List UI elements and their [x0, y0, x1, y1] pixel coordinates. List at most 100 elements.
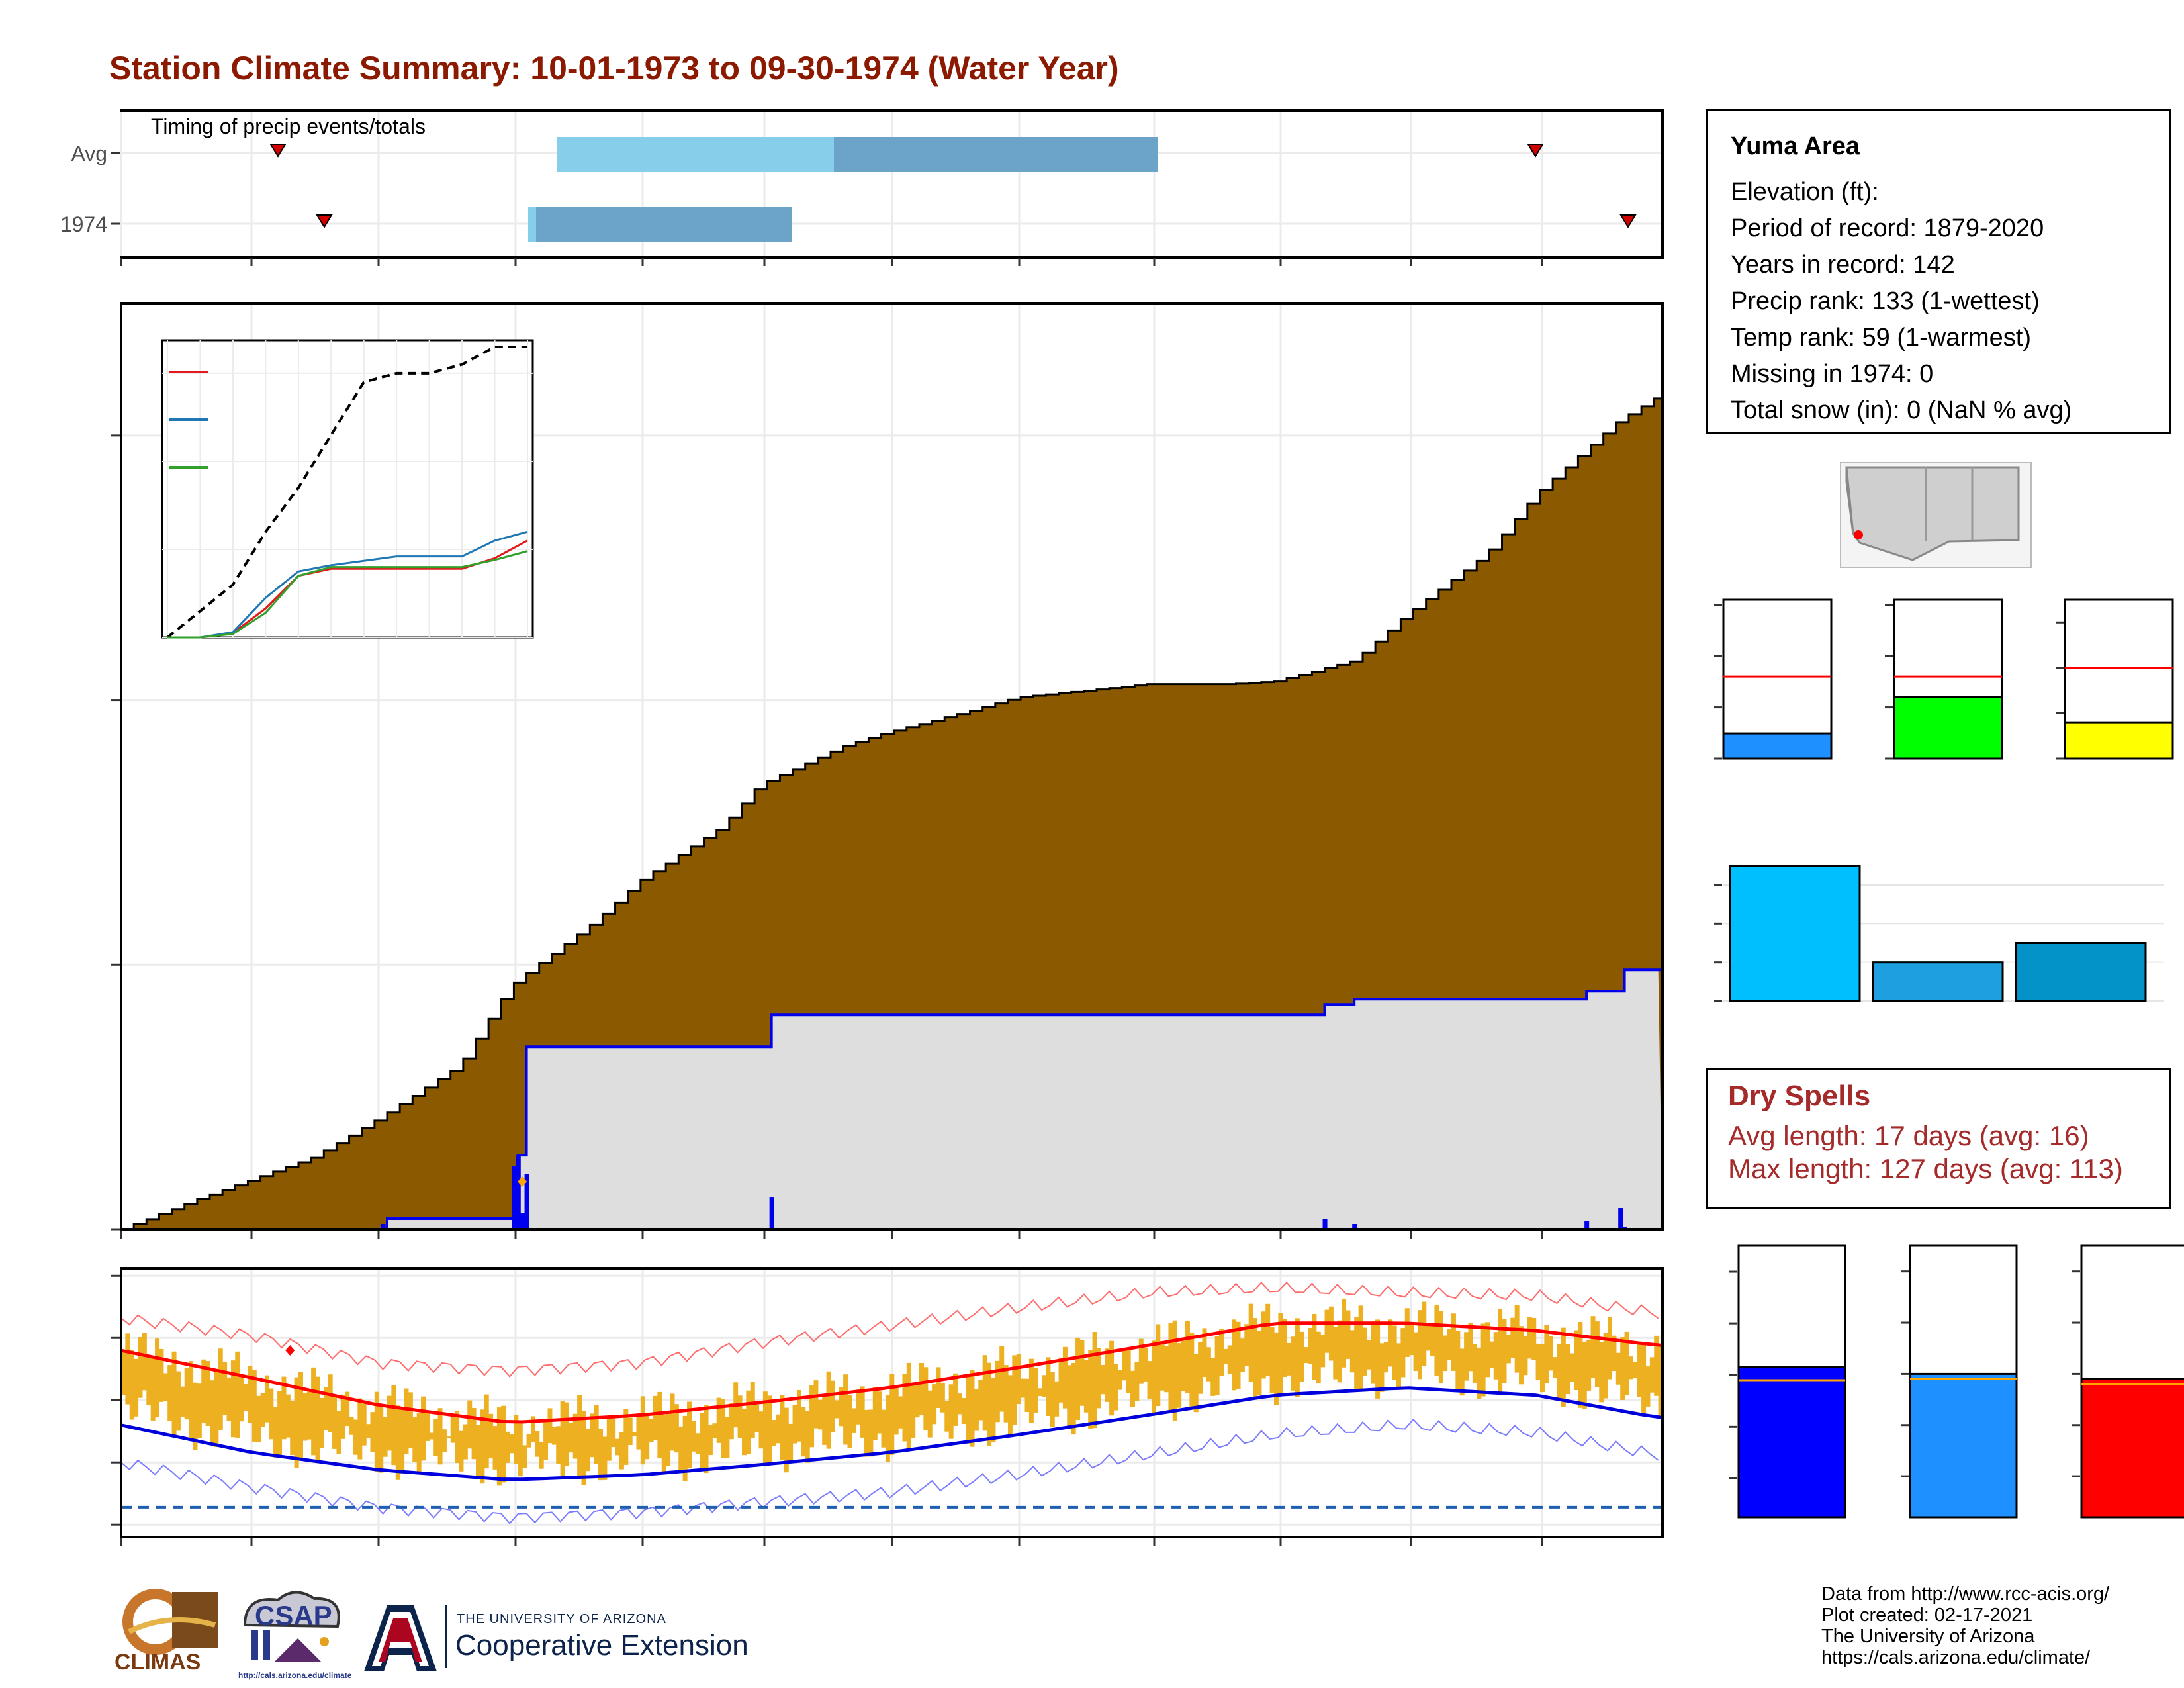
daily-temp-bar	[1637, 1341, 1642, 1397]
daily-temp-bar	[1557, 1343, 1562, 1399]
daily-temp-bar	[1633, 1362, 1638, 1378]
daily-temp-bar	[860, 1386, 865, 1438]
mini-bar-t-mean	[1901, 1244, 2018, 1519]
daily-temp-bar	[585, 1429, 590, 1472]
daily-temp-bar	[1658, 1346, 1663, 1417]
daily-temp-bar	[902, 1374, 907, 1442]
daily-temp-bar	[1126, 1350, 1131, 1393]
daily-temp-bar	[645, 1412, 650, 1460]
temperature-bar-charts	[1729, 1244, 2184, 1519]
daily-temp-bar	[1388, 1319, 1393, 1367]
daily-temp-bar	[1654, 1335, 1659, 1396]
daily-temp-bar	[1092, 1332, 1097, 1429]
daily-temp-bar	[1561, 1327, 1566, 1407]
daily-temp-bar	[1649, 1357, 1655, 1393]
daily-temp-bar	[505, 1431, 510, 1463]
inset-series-line	[167, 530, 528, 639]
daily-temp-bar	[872, 1387, 878, 1440]
daily-temp-bar	[1498, 1309, 1503, 1392]
precip-chart	[111, 302, 1664, 1239]
daily-temp-bar	[1101, 1364, 1106, 1395]
daily-temp-bar	[1122, 1348, 1127, 1381]
daily-temp-bar	[885, 1395, 890, 1462]
daily-temp-bar	[1392, 1325, 1397, 1380]
daily-temp-bar	[1079, 1340, 1085, 1406]
record-low-line	[120, 1418, 1659, 1524]
daily-temp-bar	[1206, 1347, 1211, 1382]
daily-temp-bar	[1177, 1343, 1182, 1408]
daily-temp-bar	[1375, 1319, 1381, 1399]
daily-temp-bar	[121, 1350, 126, 1395]
daily-temp-bar	[1071, 1363, 1076, 1435]
daily-temp-bar	[1430, 1325, 1435, 1356]
daily-temp-bar	[1367, 1340, 1372, 1370]
daily-temp-bar	[1535, 1343, 1541, 1380]
daily-temp-bar	[1312, 1313, 1317, 1380]
daily-temp-bar	[319, 1397, 324, 1448]
daily-temp-bar	[953, 1373, 958, 1426]
logo-bar: CLIMAS CSAP http://cals.arizona.edu/clim…	[106, 1585, 768, 1685]
daily-temp-bar	[1096, 1348, 1101, 1409]
daily-temp-bar	[1151, 1340, 1156, 1414]
daily-temp-bar	[1113, 1364, 1118, 1411]
daily-temp-bar	[1400, 1328, 1406, 1378]
daily-temp-bar	[1493, 1332, 1498, 1380]
daily-temp-bar	[687, 1401, 692, 1469]
daily-temp-bar	[1612, 1335, 1617, 1372]
csap-text: CSAP	[255, 1600, 332, 1631]
daily-temp-bar	[1337, 1320, 1342, 1383]
daily-temp-bar	[1007, 1375, 1013, 1434]
daily-temp-bar	[488, 1413, 494, 1458]
daily-temp-bar	[357, 1398, 363, 1460]
daily-temp-bar	[982, 1355, 987, 1431]
daily-temp-bar	[496, 1407, 502, 1486]
daily-temp-bar	[649, 1419, 654, 1442]
daily-temp-bar	[826, 1371, 831, 1449]
daily-temp-bar	[889, 1374, 895, 1455]
daily-temp-bar	[1278, 1313, 1283, 1395]
year-cumulative-area	[121, 970, 1662, 1229]
daily-temp-bar	[1349, 1330, 1355, 1373]
location-map	[1840, 462, 2032, 568]
daily-temp-bar	[1037, 1388, 1042, 1397]
daily-temp-bar	[741, 1409, 747, 1456]
daily-temp-bar	[936, 1367, 941, 1408]
daily-temp-bar	[822, 1393, 827, 1445]
daily-temp-bar	[602, 1436, 608, 1480]
timing-row-label: 1974	[60, 212, 107, 236]
daily-temp-bar	[1067, 1365, 1072, 1429]
daily-temp-bar	[856, 1389, 861, 1425]
timing-title: Timing of precip events/totals	[151, 115, 426, 138]
station-info-box: Yuma Area Elevation (ft): Period of recor…	[1706, 109, 2171, 434]
daily-temp-bar	[851, 1408, 856, 1433]
daily-temp-bar	[1544, 1325, 1549, 1383]
daily-temp-bar	[1295, 1318, 1300, 1397]
daily-temp-bar	[1189, 1332, 1195, 1409]
daily-temp-bar	[340, 1394, 345, 1439]
daily-temp-bar	[171, 1351, 177, 1437]
daily-temp-bar	[1459, 1348, 1465, 1396]
daily-temp-bar	[446, 1436, 451, 1438]
daily-temp-bar	[1168, 1323, 1173, 1411]
daily-temp-bar	[302, 1393, 308, 1441]
daily-temp-bar	[125, 1333, 130, 1405]
mini-frame	[1722, 598, 1833, 760]
daily-temp-bar	[522, 1445, 527, 1468]
daily-temp-bar	[1021, 1378, 1026, 1398]
daily-temp-bar	[256, 1395, 261, 1442]
daily-temp-bar	[564, 1402, 569, 1466]
daily-temp-bar	[167, 1365, 173, 1421]
daily-temp-bar	[412, 1417, 418, 1462]
daily-temp-bar	[1472, 1344, 1477, 1383]
daily-temp-bar	[830, 1380, 835, 1433]
daily-temp-bar	[197, 1383, 202, 1438]
daily-temp-bar	[184, 1368, 189, 1420]
csap-url: http://cals.arizona.edu/climate	[238, 1671, 351, 1680]
daily-temp-bar	[700, 1413, 705, 1470]
daily-temp-bar	[480, 1409, 485, 1484]
event-bar	[2015, 942, 2147, 1002]
daily-temp-bar	[290, 1401, 295, 1455]
daily-temp-bar	[847, 1395, 852, 1448]
daily-temp-bar	[222, 1362, 228, 1415]
daily-temp-bar	[1291, 1336, 1296, 1391]
